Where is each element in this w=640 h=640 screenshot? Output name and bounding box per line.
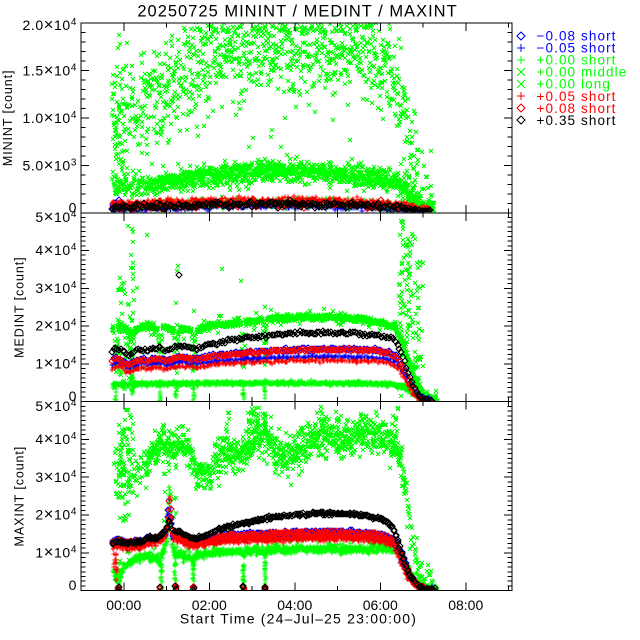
svg-text:1.5×104: 1.5×104 xyxy=(23,61,77,79)
svg-text:3×104: 3×104 xyxy=(35,468,77,486)
svg-text:2.0×104: 2.0×104 xyxy=(23,16,77,34)
svg-text:+0.05 short: +0.05 short xyxy=(537,89,617,104)
svg-text:+0.00 long: +0.00 long xyxy=(537,77,611,92)
svg-text:0: 0 xyxy=(69,199,77,215)
svg-text:+0.08 short: +0.08 short xyxy=(537,101,617,116)
svg-text:5.0×103: 5.0×103 xyxy=(23,156,77,174)
svg-text:02:00: 02:00 xyxy=(192,597,227,613)
svg-text:MININT [count]: MININT [count] xyxy=(1,70,15,166)
svg-text:−0.05 short: −0.05 short xyxy=(537,41,617,56)
svg-text:−0.08 short: −0.08 short xyxy=(537,29,617,44)
svg-text:00:00: 00:00 xyxy=(106,597,141,613)
svg-text:0: 0 xyxy=(69,388,77,404)
svg-text:04:00: 04:00 xyxy=(277,597,312,613)
svg-text:MAXINT [count]: MAXINT [count] xyxy=(13,446,27,547)
svg-text:08:00: 08:00 xyxy=(448,597,483,613)
svg-text:06:00: 06:00 xyxy=(363,597,398,613)
svg-text:20250725 MININT / MEDINT / MAX: 20250725 MININT / MEDINT / MAXINT xyxy=(137,3,457,21)
svg-text:1×104: 1×104 xyxy=(35,543,77,561)
svg-text:2×104: 2×104 xyxy=(35,317,77,335)
svg-text:1×104: 1×104 xyxy=(35,354,77,372)
svg-text:Start Time (24–Jul–25 23:00:00: Start Time (24–Jul–25 23:00:00) xyxy=(180,611,417,627)
svg-text:1.0×104: 1.0×104 xyxy=(23,109,77,127)
svg-text:5×104: 5×104 xyxy=(35,397,77,415)
svg-text:+0.35 short: +0.35 short xyxy=(537,113,617,128)
svg-text:4×104: 4×104 xyxy=(35,241,77,259)
svg-text:+0.00 short: +0.00 short xyxy=(537,53,617,68)
svg-text:3×104: 3×104 xyxy=(35,279,77,297)
svg-text:0: 0 xyxy=(69,577,77,593)
svg-text:2×104: 2×104 xyxy=(35,506,77,524)
svg-text:4×104: 4×104 xyxy=(35,430,77,448)
svg-text:MEDINT [count]: MEDINT [count] xyxy=(13,257,27,358)
svg-text:5×104: 5×104 xyxy=(35,208,77,226)
svg-text:+0.00 middle: +0.00 middle xyxy=(537,65,628,80)
